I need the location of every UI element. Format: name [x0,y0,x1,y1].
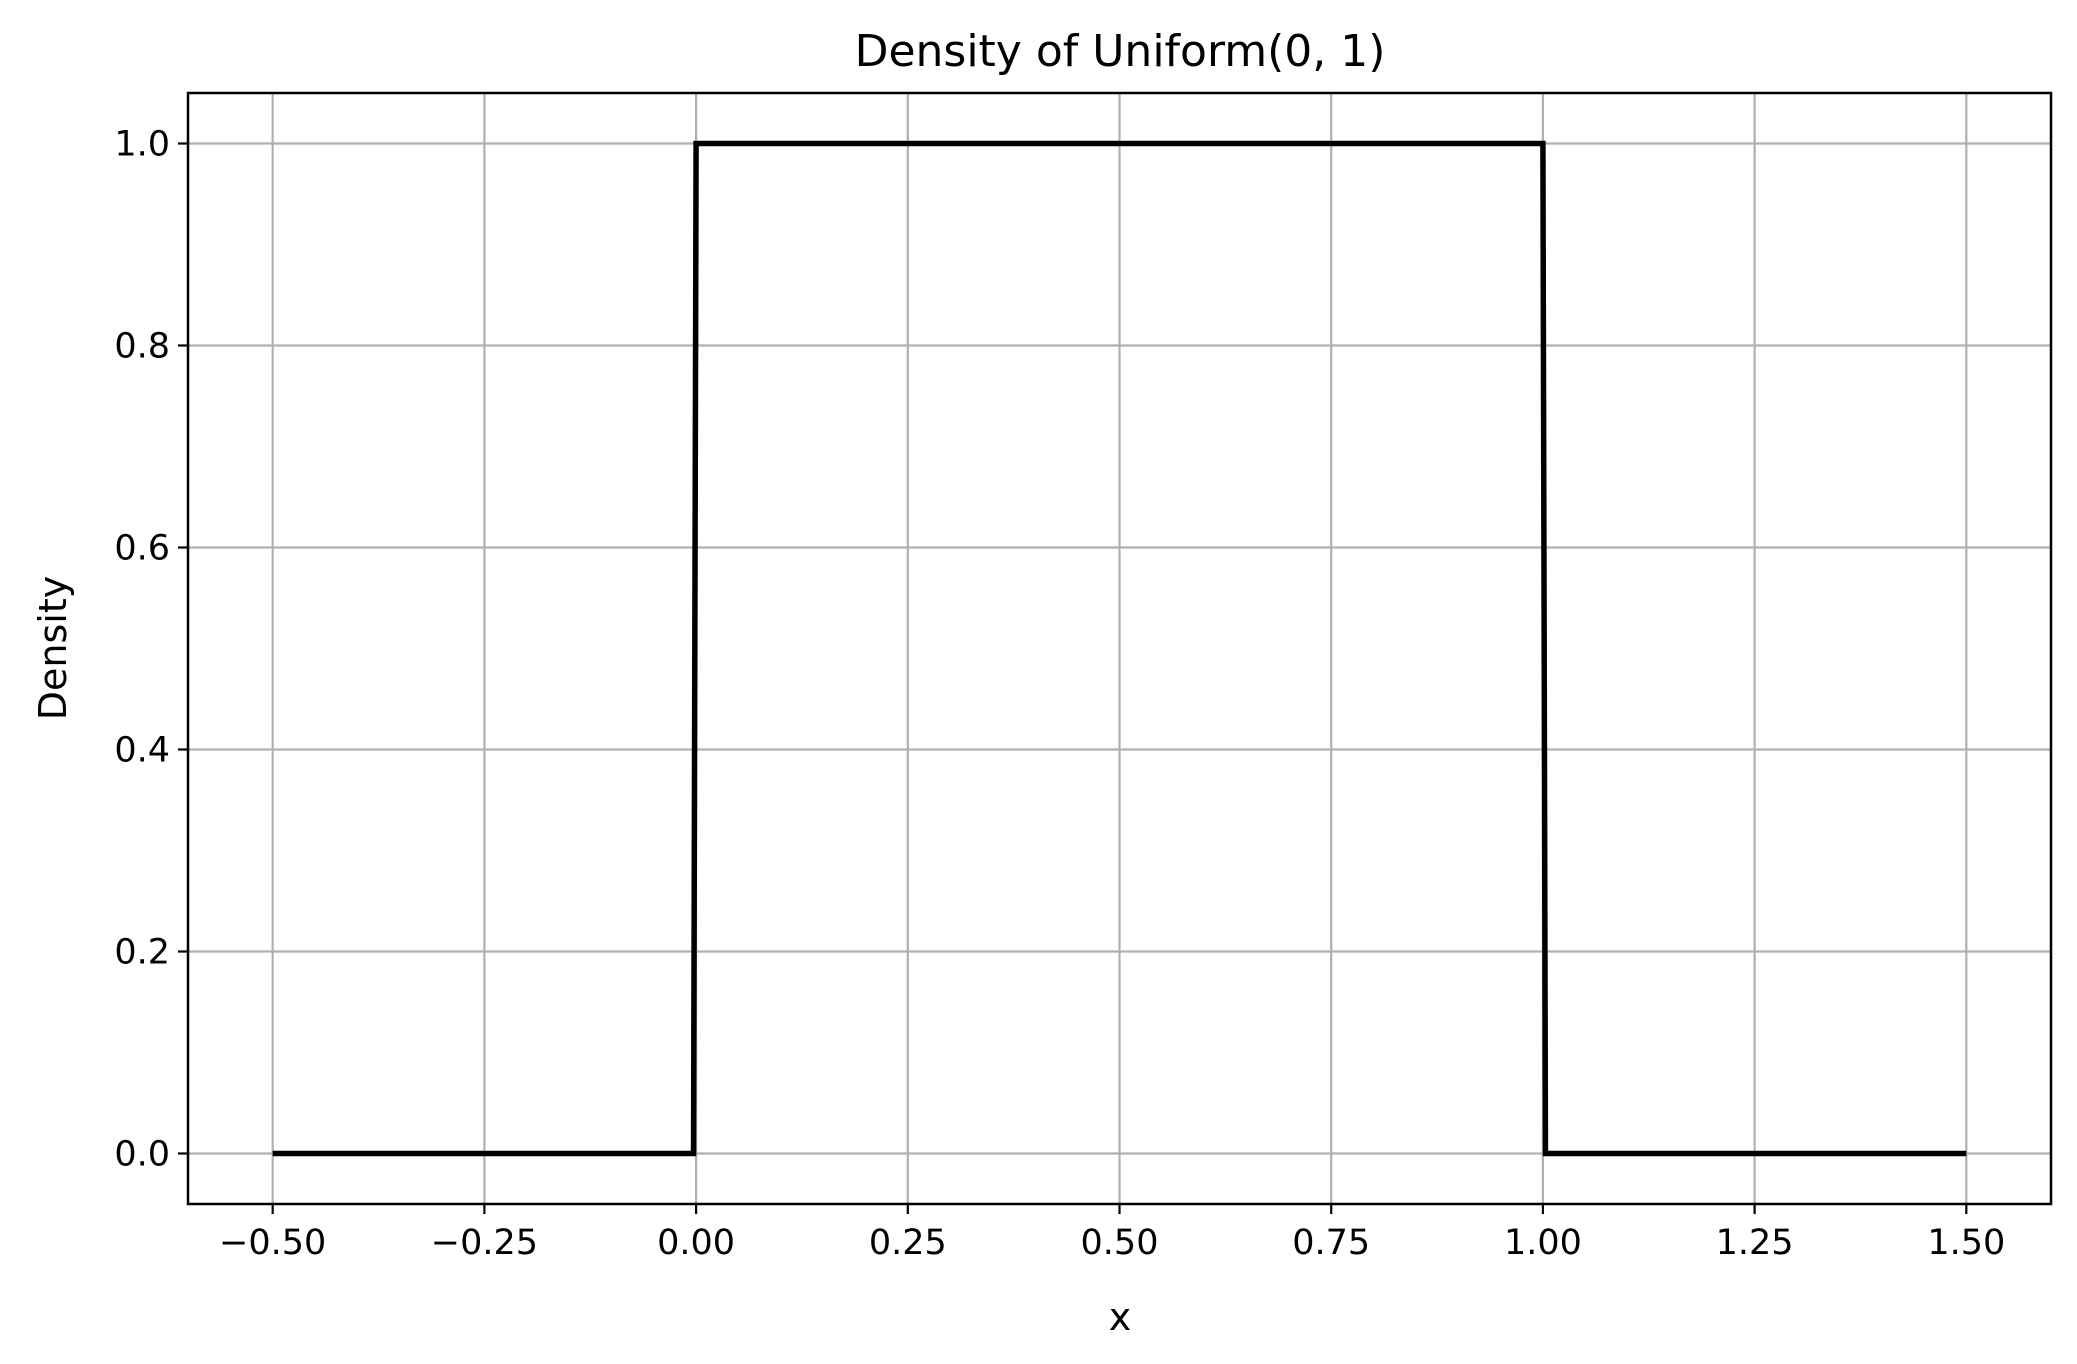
ticks: −0.50 −0.25 0.00 0.25 0.50 0.75 1.00 1.25 1.50 0.… [114,125,2005,1264]
density-line [272,140,1967,1157]
x-tick-label: 1.50 [1927,1223,2005,1263]
x-axis-label: x [1109,1295,1132,1339]
x-tick-label: 1.25 [1716,1223,1794,1263]
chart-title: Density of Uniform(0, 1) [855,26,1386,77]
x-tick-label: −0.25 [431,1223,538,1263]
y-tick-label: 0.6 [114,529,170,569]
y-axis-label: Density [31,576,75,720]
x-tick-label: 0.25 [869,1223,947,1263]
y-tick-label: 0.4 [114,731,170,771]
x-tick-label: 0.00 [657,1223,735,1263]
x-tick-label: 0.75 [1292,1223,1370,1263]
x-tick-label: 1.00 [1504,1223,1582,1263]
x-tick-label: 0.50 [1081,1223,1159,1263]
y-tick-label: 1.0 [114,125,170,165]
y-tick-label: 0.2 [114,933,170,973]
x-tick-label: −0.50 [219,1223,326,1263]
y-tick-label: 0.8 [114,327,170,367]
series-layer [272,140,1967,1157]
y-tick-label: 0.0 [114,1135,170,1175]
